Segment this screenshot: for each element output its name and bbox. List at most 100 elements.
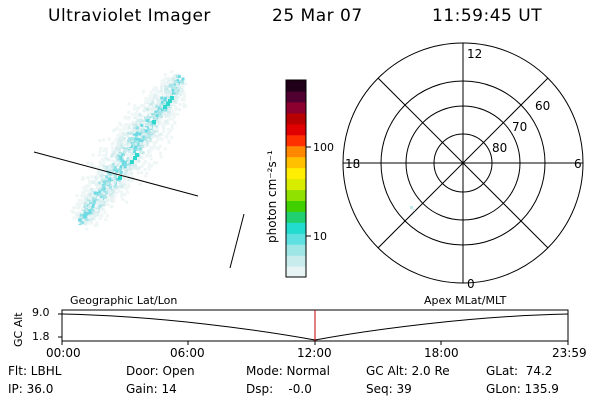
aurora-pixel — [83, 196, 87, 200]
aurora-pixel — [147, 110, 151, 114]
aurora-pixel — [162, 126, 166, 130]
aurora-pixel — [143, 144, 146, 148]
aurora-pixel — [177, 86, 181, 90]
aurora-pixel — [168, 87, 172, 91]
aurora-pixel — [138, 182, 142, 186]
aurora-pixel — [90, 162, 94, 166]
aurora-pixel — [173, 120, 177, 124]
aurora-pixel — [166, 100, 170, 104]
aurora-pixel — [139, 142, 143, 145]
aurora-pixel — [144, 100, 147, 104]
timeline-left-title: Geographic Lat/Lon — [70, 294, 178, 307]
aurora-pixel — [148, 139, 152, 143]
aurora-pixel — [147, 165, 151, 169]
aurora-pixel — [163, 120, 167, 124]
aurora-pixel — [158, 133, 162, 136]
aurora-pixel — [154, 125, 158, 129]
aurora-pixel — [115, 151, 119, 155]
colorbar-segment — [286, 101, 306, 114]
aurora-pixel — [105, 196, 109, 200]
aurora-pixel — [157, 114, 161, 118]
aurora-pixel — [174, 96, 177, 100]
aurora-pixel — [114, 128, 118, 131]
aurora-pixel — [141, 114, 145, 118]
aurora-pixel — [126, 123, 130, 127]
aurora-pixel — [159, 155, 163, 159]
aurora-pixel — [147, 167, 151, 171]
aurora-pixel — [144, 174, 148, 178]
aurora-pixel — [93, 191, 97, 195]
aurora-pixel — [85, 209, 89, 213]
aurora-pixel — [105, 185, 109, 189]
aurora-pixel — [167, 111, 170, 115]
aurora-pixel — [141, 151, 145, 155]
aurora-pixel — [167, 76, 171, 80]
aurora-pixel — [138, 130, 142, 134]
aurora-pixel — [117, 144, 121, 148]
aurora-pixel — [88, 194, 92, 198]
aurora-pixel — [95, 221, 99, 225]
aurora-pixel — [99, 146, 103, 150]
aurora-pixel — [88, 218, 91, 222]
aurora-pixel — [151, 96, 155, 100]
aurora-pixel — [172, 77, 175, 81]
aurora-pixel — [155, 87, 159, 90]
aurora-pixel — [116, 185, 120, 189]
aurora-pixel — [152, 104, 156, 107]
aurora-pixel — [135, 135, 139, 139]
aurora-pixel — [136, 120, 140, 124]
x-tick-label-0600: 06:00 — [170, 346, 205, 360]
aurora-pixel — [155, 140, 159, 144]
aurora-pixel — [143, 160, 147, 164]
aurora-pixel — [174, 108, 178, 112]
aurora-pixel — [147, 162, 151, 166]
aurora-pixel — [135, 109, 139, 113]
aurora-pixel — [134, 121, 137, 124]
aurora-pixel — [127, 110, 131, 114]
aurora-pixel — [149, 103, 153, 107]
aurora-pixel — [97, 181, 101, 185]
aurora-pixel — [113, 194, 117, 198]
aurora-pixel — [133, 151, 137, 155]
aurora-pixel — [170, 98, 174, 102]
aurora-pixel — [138, 125, 142, 129]
aurora-pixel — [138, 144, 142, 148]
colorbar-segment — [286, 167, 306, 180]
colorbar-segment — [286, 233, 306, 245]
aurora-pixel — [138, 132, 142, 136]
aurora-pixel — [144, 123, 148, 127]
aurora-pixel — [100, 192, 104, 196]
aurora-pixel — [75, 216, 79, 220]
aurora-pixel — [119, 123, 123, 127]
aurora-pixel — [89, 199, 93, 203]
aurora-pixel — [155, 104, 159, 108]
aurora-pixel — [160, 104, 164, 108]
aurora-pixel — [138, 122, 142, 126]
aurora-pixel — [134, 137, 138, 141]
aurora-pixel — [138, 155, 142, 159]
aurora-pixel — [178, 102, 182, 106]
aurora-pixel — [95, 183, 99, 187]
aurora-pixel — [137, 159, 141, 163]
aurora-pixel — [127, 117, 131, 121]
aurora-pixel — [165, 81, 169, 85]
aurora-pixel — [87, 209, 91, 213]
geographic-terminator-line — [33, 151, 199, 197]
aurora-pixel — [133, 164, 137, 168]
aurora-pixel — [123, 182, 127, 186]
aurora-pixel — [136, 114, 140, 118]
aurora-pixel — [78, 218, 82, 222]
aurora-pixel — [102, 160, 106, 164]
colorbar-segment — [286, 156, 306, 169]
aurora-pixel — [98, 204, 102, 208]
aurora-pixel — [102, 194, 106, 197]
aurora-pixel — [147, 116, 151, 120]
aurora-pixel — [99, 206, 103, 209]
aurora-pixel — [101, 158, 105, 161]
aurora-pixel — [163, 91, 167, 95]
aurora-pixel — [159, 96, 163, 100]
aurora-pixel — [178, 108, 182, 112]
aurora-pixel — [144, 133, 148, 137]
aurora-pixel — [100, 188, 104, 192]
aurora-pixel — [131, 175, 135, 179]
